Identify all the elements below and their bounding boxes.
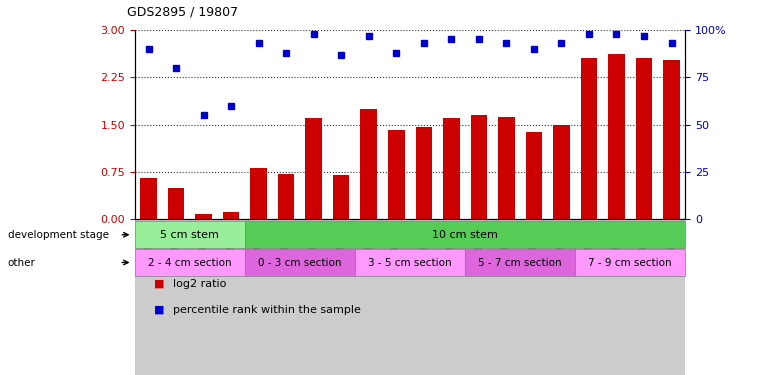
Bar [140, 178, 157, 219]
Text: 3 - 5 cm section: 3 - 5 cm section [368, 258, 452, 267]
Bar [278, 174, 294, 219]
Bar [636, 58, 652, 219]
Bar [526, 132, 542, 219]
Text: percentile rank within the sample: percentile rank within the sample [173, 304, 361, 315]
Text: 10 cm stem: 10 cm stem [432, 230, 498, 240]
Text: 2 - 4 cm section: 2 - 4 cm section [148, 258, 232, 267]
Bar [306, 118, 322, 219]
Bar [135, 219, 685, 375]
Text: ■: ■ [154, 304, 165, 315]
Bar [250, 168, 267, 219]
Text: GDS2895 / 19807: GDS2895 / 19807 [127, 6, 238, 19]
Text: ■: ■ [154, 279, 165, 289]
Bar [416, 127, 432, 219]
Bar [470, 115, 487, 219]
Bar [223, 212, 239, 219]
Bar [608, 54, 624, 219]
Bar [196, 214, 212, 219]
Bar [360, 109, 377, 219]
Bar [333, 175, 350, 219]
Bar [663, 60, 680, 219]
Bar [553, 124, 570, 219]
Bar [443, 118, 460, 219]
Bar [168, 188, 184, 219]
Bar [581, 58, 598, 219]
Bar [388, 130, 404, 219]
Text: 7 - 9 cm section: 7 - 9 cm section [588, 258, 672, 267]
Text: development stage: development stage [8, 230, 109, 240]
Text: 5 cm stem: 5 cm stem [160, 230, 219, 240]
Text: 0 - 3 cm section: 0 - 3 cm section [258, 258, 342, 267]
Text: 5 - 7 cm section: 5 - 7 cm section [478, 258, 562, 267]
Bar [498, 117, 514, 219]
Text: log2 ratio: log2 ratio [173, 279, 226, 289]
Text: other: other [8, 258, 35, 267]
